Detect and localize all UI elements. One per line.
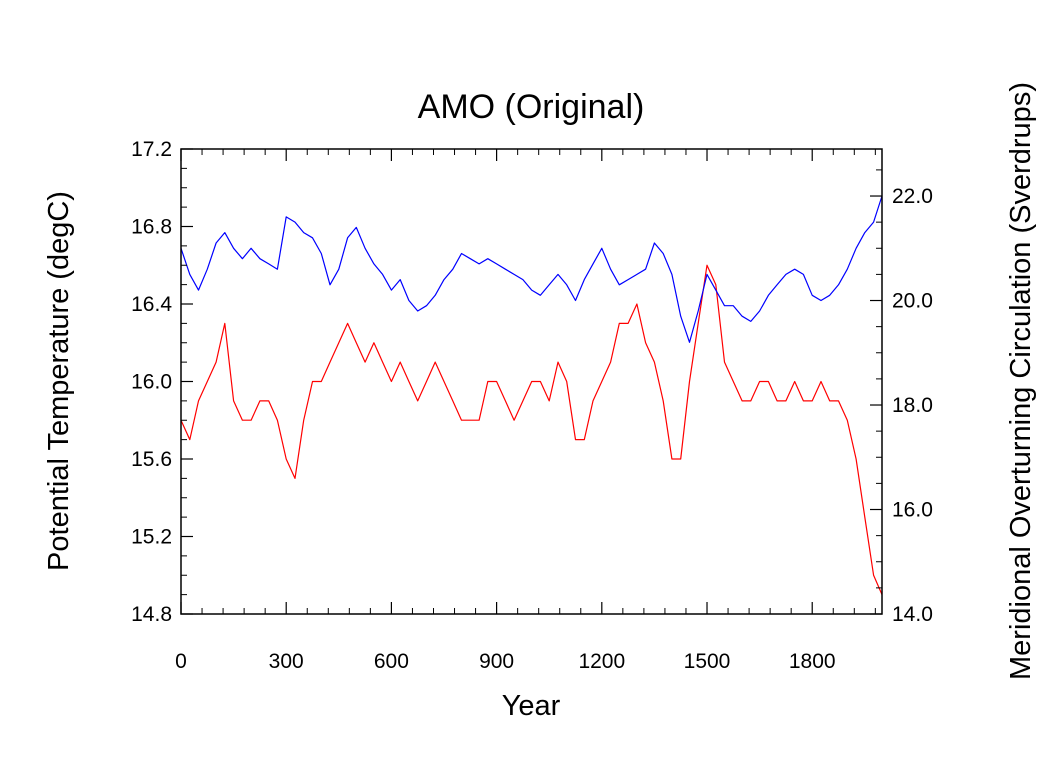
- series-line-moc: [180, 195, 883, 343]
- x-axis-title: Year: [502, 690, 561, 722]
- y2-tick-label: 14.0: [892, 603, 933, 626]
- y2-axis-ticks: 14.0 16.0 18.0 20.0 22.0: [870, 169, 933, 626]
- series-layer: [180, 195, 883, 595]
- y-tick-label: 15.6: [131, 448, 172, 471]
- x-tick-label: 1200: [578, 650, 625, 673]
- y2-tick-label: 16.0: [892, 499, 933, 522]
- y2-axis-title: Meridional Overturning Circulation (Sver…: [1005, 82, 1037, 680]
- chart-title: AMO (Original): [418, 88, 645, 126]
- y2-tick-label: 22.0: [892, 185, 933, 208]
- y-tick-label: 16.4: [131, 293, 172, 316]
- y-tick-label: 16.8: [131, 216, 172, 239]
- x-tick-label: 0: [175, 650, 187, 673]
- x-tick-label: 600: [374, 650, 409, 673]
- y2-tick-label: 18.0: [892, 394, 933, 417]
- y-tick-label: 16.0: [131, 371, 172, 394]
- y-axis-title: Potential Temperature (degC): [43, 191, 75, 571]
- x-tick-label: 1500: [684, 650, 731, 673]
- x-tick-label: 1800: [789, 650, 836, 673]
- y-tick-label: 14.8: [131, 603, 172, 626]
- y-tick-label: 17.2: [131, 138, 172, 161]
- x-axis-ticks: 0 300 600 900 1200 1500 1800: [175, 149, 876, 673]
- y-axis-ticks: 14.8 15.2 15.6 16.0 16.4 16.8 17.2: [131, 138, 193, 626]
- x-tick-label: 900: [479, 650, 514, 673]
- y-tick-label: 15.2: [131, 526, 172, 549]
- y2-tick-label: 20.0: [892, 290, 933, 313]
- series-line-temperature: [180, 264, 883, 595]
- x-tick-label: 300: [269, 650, 304, 673]
